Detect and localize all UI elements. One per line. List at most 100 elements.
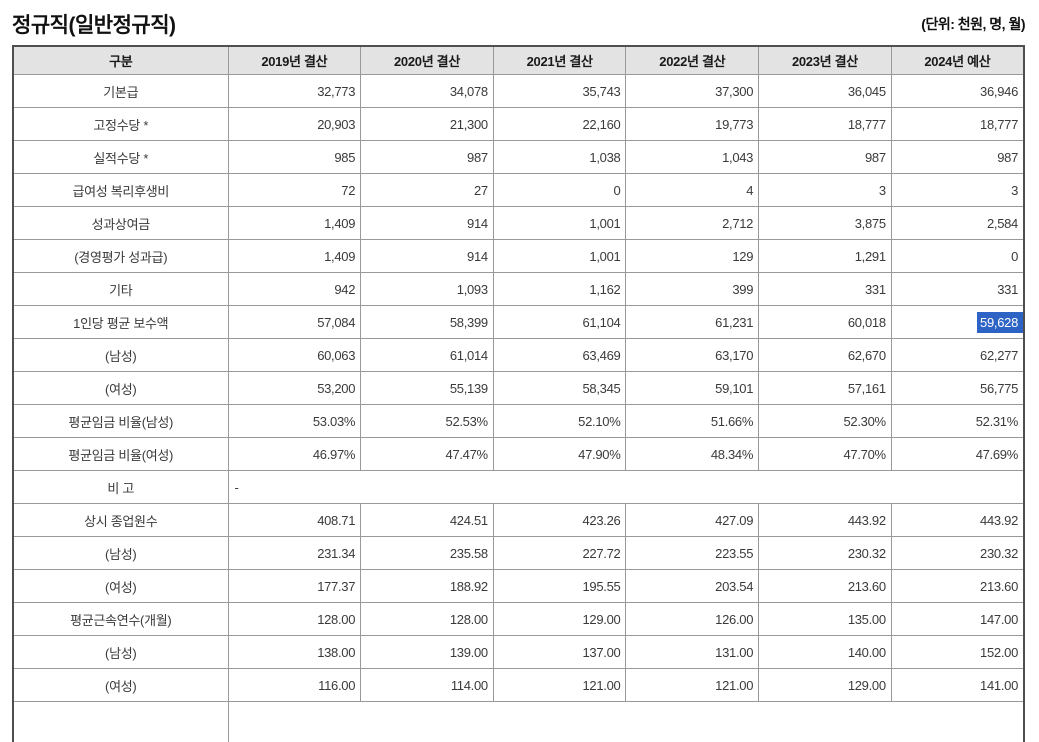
row-label: (남성): [13, 636, 228, 669]
value-cell: 230.32: [891, 537, 1024, 570]
value-cell: 230.32: [759, 537, 892, 570]
value-cell: 914: [361, 207, 494, 240]
value-cell: 139.00: [361, 636, 494, 669]
value-cell: 1,001: [493, 207, 626, 240]
value-cell: 22,160: [493, 108, 626, 141]
value-cell: 135.00: [759, 603, 892, 636]
value-cell: 52.30%: [759, 405, 892, 438]
value-cell: 36,045: [759, 75, 892, 108]
value-cell: 137.00: [493, 636, 626, 669]
column-header-category: 구분: [13, 46, 228, 75]
value-cell: 1,093: [361, 273, 494, 306]
value-cell: 985: [228, 141, 361, 174]
value-cell: 63,170: [626, 339, 759, 372]
selected-value[interactable]: 59,628: [977, 312, 1023, 333]
value-cell: 987: [759, 141, 892, 174]
value-cell: 51.66%: [626, 405, 759, 438]
table-row: 평균임금 비율(여성)46.97%47.47%47.90%48.34%47.70…: [13, 438, 1024, 471]
value-cell: 121.00: [493, 669, 626, 702]
value-cell: 129.00: [759, 669, 892, 702]
row-label: (경영평가 성과급): [13, 240, 228, 273]
value-cell: 59,628: [891, 306, 1024, 339]
value-cell: 52.53%: [361, 405, 494, 438]
unit-label: (단위: 천원, 명, 월): [921, 14, 1025, 34]
row-label: 평균임금 비율(남성): [13, 405, 228, 438]
value-cell: 188.92: [361, 570, 494, 603]
value-cell: 424.51: [361, 504, 494, 537]
value-cell: 61,104: [493, 306, 626, 339]
table-row-partial: [13, 702, 1024, 742]
column-header-year: 2019년 결산: [228, 46, 361, 75]
row-label: (여성): [13, 372, 228, 405]
row-label: 실적수당 *: [13, 141, 228, 174]
value-cell: 3,875: [759, 207, 892, 240]
value-cell: 34,078: [361, 75, 494, 108]
row-label: 기타: [13, 273, 228, 306]
value-cell: 126.00: [626, 603, 759, 636]
row-label: (여성): [13, 570, 228, 603]
value-cell: 62,670: [759, 339, 892, 372]
value-cell: 47.69%: [891, 438, 1024, 471]
value-cell: 3: [759, 174, 892, 207]
value-cell: 37,300: [626, 75, 759, 108]
row-label: 평균임금 비율(여성): [13, 438, 228, 471]
value-cell: 55,139: [361, 372, 494, 405]
value-cell: 195.55: [493, 570, 626, 603]
value-cell: 987: [891, 141, 1024, 174]
column-header-year: 2020년 결산: [361, 46, 494, 75]
value-cell: 20,903: [228, 108, 361, 141]
value-cell: 231.34: [228, 537, 361, 570]
value-cell: 48.34%: [626, 438, 759, 471]
empty-cell: [228, 702, 1024, 742]
row-label: 급여성 복리후생비: [13, 174, 228, 207]
value-cell: 138.00: [228, 636, 361, 669]
value-cell: 942: [228, 273, 361, 306]
value-cell: 914: [361, 240, 494, 273]
value-cell: 1,043: [626, 141, 759, 174]
value-cell: 1,409: [228, 207, 361, 240]
value-cell: 987: [361, 141, 494, 174]
value-cell: 0: [891, 240, 1024, 273]
value-cell: 3: [891, 174, 1024, 207]
value-cell: 35,743: [493, 75, 626, 108]
value-cell: 18,777: [891, 108, 1024, 141]
value-cell: 152.00: [891, 636, 1024, 669]
value-cell: 1,409: [228, 240, 361, 273]
value-cell: 61,014: [361, 339, 494, 372]
value-cell: 331: [891, 273, 1024, 306]
note-cell: -: [228, 471, 1024, 504]
value-cell: 0: [493, 174, 626, 207]
value-cell: 1,162: [493, 273, 626, 306]
value-cell: 46.97%: [228, 438, 361, 471]
column-header-year: 2021년 결산: [493, 46, 626, 75]
value-cell: 19,773: [626, 108, 759, 141]
value-cell: 56,775: [891, 372, 1024, 405]
value-cell: 128.00: [361, 603, 494, 636]
row-label: (남성): [13, 537, 228, 570]
value-cell: 177.37: [228, 570, 361, 603]
value-cell: 57,084: [228, 306, 361, 339]
row-label: 비 고: [13, 471, 228, 504]
value-cell: 443.92: [759, 504, 892, 537]
value-cell: 27: [361, 174, 494, 207]
table-row: 비 고-: [13, 471, 1024, 504]
value-cell: 1,001: [493, 240, 626, 273]
value-cell: 2,712: [626, 207, 759, 240]
value-cell: 114.00: [361, 669, 494, 702]
value-cell: 213.60: [759, 570, 892, 603]
